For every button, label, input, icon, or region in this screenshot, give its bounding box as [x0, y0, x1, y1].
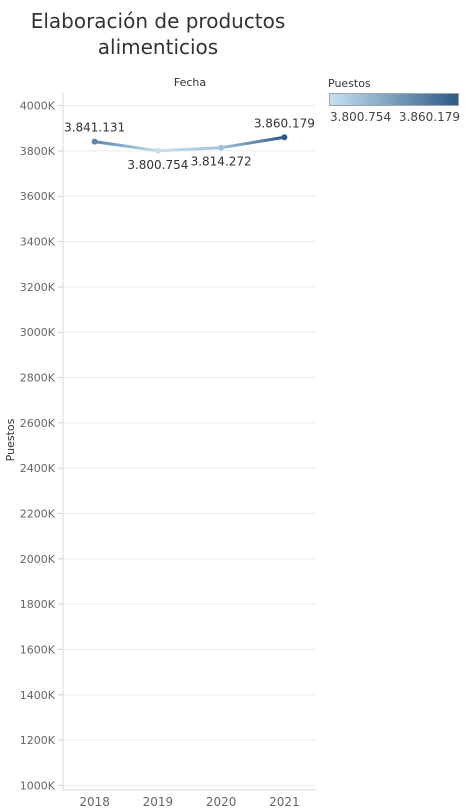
y-axis-label: Puestos	[4, 418, 17, 461]
y-tick-label: 3200K	[20, 281, 56, 294]
color-legend: Puestos 3.800.754 3.860.179	[326, 77, 466, 128]
line-segment	[156, 146, 223, 153]
y-tick-label: 3800K	[20, 145, 56, 158]
legend-max-label: 3.860.179	[398, 110, 460, 124]
data-label: 3.814.272	[191, 155, 252, 169]
series-line	[93, 135, 286, 153]
y-tick-label: 2600K	[20, 417, 56, 430]
legend-title: Puestos	[328, 77, 371, 90]
y-axis-ticks: 1000K 1200K 1400K 1600K 1800K 2000K 2200K 2400K…	[20, 100, 63, 792]
gridlines	[63, 105, 316, 786]
y-tick-label: 2800K	[20, 372, 56, 385]
data-label: 3.860.179	[254, 116, 315, 130]
axes	[62, 92, 316, 791]
data-label: 3.841.131	[64, 121, 125, 135]
chart-title: Elaboración de productos alimenticios	[30, 9, 286, 59]
x-tick-label: 2018	[79, 795, 110, 809]
data-point[interactable]	[281, 134, 288, 141]
y-tick-label: 3400K	[20, 236, 56, 249]
y-tick-label: 1600K	[20, 643, 56, 656]
y-tick-label: 1200K	[20, 734, 56, 747]
x-tick-label: 2019	[143, 795, 174, 809]
y-tick-label: 2200K	[20, 508, 56, 521]
data-points[interactable]	[91, 134, 288, 154]
line-segment	[219, 135, 286, 150]
legend-labels: 3.800.754 3.860.179	[326, 110, 466, 128]
column-header: Fecha	[174, 76, 206, 89]
legend-min-label: 3.800.754	[330, 110, 392, 124]
y-tick-label: 3600K	[20, 190, 56, 203]
y-tick-label: 2400K	[20, 462, 56, 475]
y-tick-label: 4000K	[20, 100, 56, 113]
y-tick-label: 3000K	[20, 326, 56, 339]
data-point[interactable]	[154, 147, 161, 154]
data-point[interactable]	[218, 144, 225, 151]
line-segment	[93, 140, 160, 153]
data-point[interactable]	[91, 138, 98, 145]
data-label: 3.800.754	[127, 158, 188, 172]
x-axis-ticks: 2018 2019 2020 2021	[79, 795, 299, 809]
legend-gradient-bar[interactable]	[329, 93, 459, 106]
y-tick-label: 2000K	[20, 553, 56, 566]
y-tick-label: 1400K	[20, 689, 56, 702]
y-tick-label: 1000K	[20, 779, 56, 792]
y-tick-label: 1800K	[20, 598, 56, 611]
x-tick-label: 2021	[269, 795, 300, 809]
x-tick-label: 2020	[206, 795, 237, 809]
data-labels: 3.841.131 3.800.754 3.814.272 3.860.179	[64, 116, 315, 171]
